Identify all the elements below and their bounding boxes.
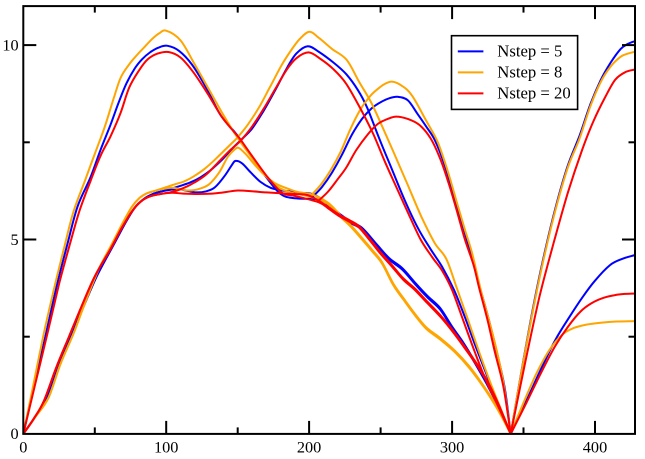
svg-text:Nstep = 8: Nstep = 8 <box>497 62 562 81</box>
svg-text:200: 200 <box>297 438 321 457</box>
svg-text:400: 400 <box>583 438 607 457</box>
svg-text:5: 5 <box>11 230 19 249</box>
svg-text:0: 0 <box>19 438 27 457</box>
svg-text:0: 0 <box>11 424 19 443</box>
svg-text:Nstep = 5: Nstep = 5 <box>497 41 562 60</box>
svg-text:300: 300 <box>440 438 464 457</box>
svg-text:100: 100 <box>154 438 178 457</box>
svg-text:Nstep = 20: Nstep = 20 <box>497 83 570 102</box>
svg-text:10: 10 <box>2 35 18 54</box>
